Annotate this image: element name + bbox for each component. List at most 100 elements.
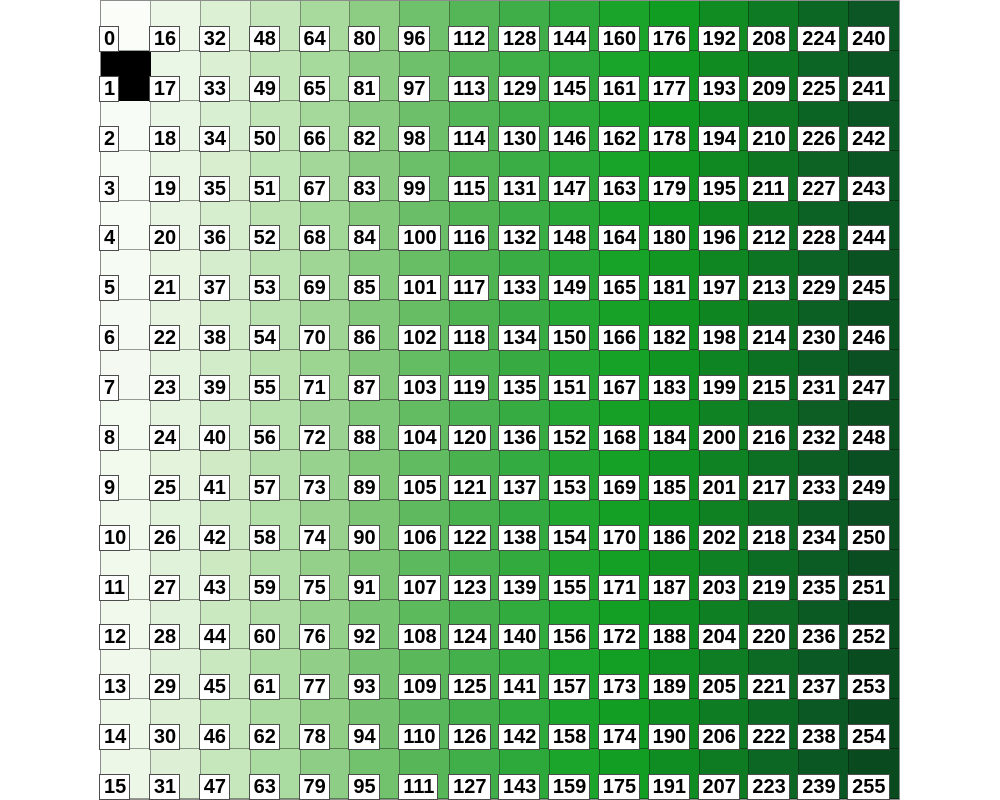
palette-cell-label: 112 bbox=[448, 25, 490, 52]
palette-cell-label: 250 bbox=[847, 524, 890, 551]
palette-cell-label: 79 bbox=[298, 774, 330, 800]
palette-cell-label: 164 bbox=[597, 225, 641, 252]
palette-cell: 17 bbox=[148, 50, 201, 102]
palette-cell-label: 139 bbox=[498, 574, 541, 601]
palette-cell-label: 217 bbox=[747, 474, 790, 501]
palette-cell-label: 121 bbox=[448, 474, 491, 501]
palette-cell: 86 bbox=[348, 300, 401, 352]
palette-cell: 222 bbox=[747, 699, 800, 751]
palette-cell-label: 178 bbox=[647, 125, 690, 152]
palette-cell-label: 169 bbox=[597, 474, 641, 501]
palette-cell-label: 236 bbox=[797, 624, 840, 651]
palette-cell-label: 168 bbox=[597, 424, 641, 451]
palette-cell-label: 49 bbox=[248, 75, 280, 102]
palette-cell-label: 40 bbox=[198, 424, 230, 451]
palette-cell-label: 204 bbox=[697, 624, 740, 651]
palette-cell-label: 241 bbox=[847, 75, 890, 102]
palette-cell-label: 225 bbox=[797, 75, 840, 102]
palette-cell: 195 bbox=[697, 150, 750, 202]
palette-cell-label: 73 bbox=[298, 474, 330, 501]
palette-cell: 82 bbox=[348, 100, 401, 152]
palette-cell: 43 bbox=[198, 549, 251, 601]
palette-cell: 118 bbox=[448, 300, 500, 352]
palette-cell: 178 bbox=[647, 100, 700, 152]
palette-cell: 45 bbox=[198, 649, 251, 701]
palette-cell: 48 bbox=[248, 1, 301, 52]
palette-cell-label: 74 bbox=[298, 524, 330, 551]
palette-cell: 126 bbox=[448, 699, 500, 751]
palette-cell-label: 127 bbox=[448, 774, 491, 800]
palette-cell-label: 28 bbox=[148, 624, 181, 651]
palette-cell-label: 36 bbox=[198, 225, 230, 252]
palette-cell: 148 bbox=[547, 200, 600, 252]
palette-cell-label: 203 bbox=[697, 574, 740, 601]
palette-cell: 197 bbox=[697, 250, 750, 302]
palette-cell-label: 86 bbox=[348, 325, 380, 352]
palette-cell: 94 bbox=[348, 699, 401, 751]
palette-cell-label: 252 bbox=[847, 624, 890, 651]
palette-cell-label: 55 bbox=[248, 375, 280, 401]
palette-cell: 157 bbox=[547, 649, 600, 701]
palette-cell: 69 bbox=[298, 250, 351, 302]
palette-cell-label: 72 bbox=[298, 424, 330, 451]
palette-cell-label: 148 bbox=[547, 225, 591, 252]
palette-cell: 99 bbox=[398, 150, 451, 202]
palette-cell: 6 bbox=[99, 300, 151, 352]
palette-cell: 16 bbox=[148, 1, 201, 52]
palette-cell: 26 bbox=[148, 499, 201, 551]
palette-cell-label: 253 bbox=[847, 674, 890, 701]
palette-cell-label: 174 bbox=[597, 724, 641, 751]
palette-cell-label: 158 bbox=[547, 724, 591, 751]
palette-cell-label: 106 bbox=[398, 524, 441, 551]
palette-cell: 215 bbox=[747, 350, 800, 401]
palette-cell-label: 144 bbox=[547, 25, 591, 52]
palette-cell-label: 16 bbox=[148, 25, 181, 52]
palette-cell-label: 122 bbox=[448, 524, 491, 551]
palette-cell-label: 131 bbox=[498, 175, 541, 202]
palette-cell-label: 46 bbox=[198, 724, 230, 751]
palette-cell: 247 bbox=[847, 350, 899, 401]
palette-cell-label: 90 bbox=[348, 524, 380, 551]
palette-cell-label: 208 bbox=[747, 25, 790, 52]
palette-cell-label: 199 bbox=[697, 375, 740, 401]
palette-cell-label: 191 bbox=[647, 774, 690, 800]
palette-cell: 52 bbox=[248, 200, 301, 252]
palette-cell-label: 56 bbox=[248, 424, 280, 451]
palette-cell: 154 bbox=[547, 499, 600, 551]
palette-cell: 73 bbox=[298, 449, 351, 501]
palette-cell: 185 bbox=[647, 449, 700, 501]
palette-cell: 35 bbox=[198, 150, 251, 202]
palette-cell-label: 159 bbox=[547, 774, 591, 800]
palette-cell: 23 bbox=[148, 350, 201, 401]
palette-cell-label: 1 bbox=[99, 75, 120, 102]
palette-cell: 216 bbox=[747, 400, 800, 451]
palette-cell: 10 bbox=[99, 499, 151, 551]
palette-cell-label: 24 bbox=[148, 424, 181, 451]
palette-cell-label: 27 bbox=[148, 574, 181, 601]
palette-cell: 133 bbox=[498, 250, 550, 302]
palette-cell: 128 bbox=[498, 1, 550, 52]
palette-cell: 155 bbox=[547, 549, 600, 601]
palette-cell: 179 bbox=[647, 150, 700, 202]
palette-cell: 9 bbox=[99, 449, 151, 501]
palette-cell: 162 bbox=[597, 100, 650, 152]
palette-cell-label: 105 bbox=[398, 474, 441, 501]
palette-cell-label: 205 bbox=[697, 674, 740, 701]
palette-cell-label: 202 bbox=[697, 524, 740, 551]
palette-cell: 252 bbox=[847, 599, 899, 651]
palette-cell: 0 bbox=[99, 1, 151, 52]
palette-cell-label: 97 bbox=[398, 75, 430, 102]
palette-cell: 202 bbox=[697, 499, 750, 551]
palette-cell-label: 193 bbox=[697, 75, 740, 102]
palette-cell-label: 201 bbox=[697, 474, 740, 501]
palette-cell-label: 155 bbox=[547, 574, 591, 601]
palette-cell-label: 133 bbox=[498, 275, 541, 302]
palette-cell-label: 47 bbox=[198, 774, 230, 800]
palette-cell: 71 bbox=[298, 350, 351, 401]
palette-cell: 74 bbox=[298, 499, 351, 551]
palette-cell: 183 bbox=[647, 350, 700, 401]
palette-cell: 249 bbox=[847, 449, 899, 501]
palette-cell-label: 111 bbox=[398, 774, 439, 800]
palette-cell-label: 45 bbox=[198, 674, 230, 701]
palette-cell: 132 bbox=[498, 200, 550, 252]
